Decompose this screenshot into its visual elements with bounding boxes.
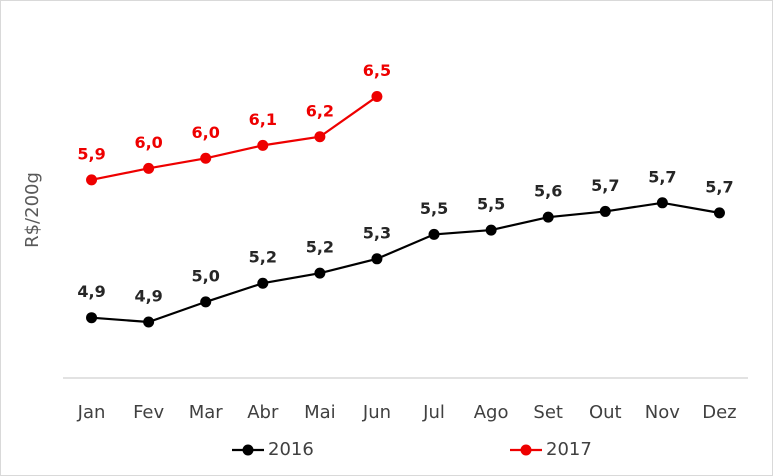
data-label: 6,0 <box>192 123 220 142</box>
legend-marker <box>242 444 254 456</box>
data-label: 5,5 <box>477 195 505 214</box>
data-label: 5,9 <box>77 144 105 163</box>
x-tick-label: Dez <box>702 402 736 423</box>
data-label: 5,2 <box>249 248 277 267</box>
point <box>86 174 98 186</box>
point <box>656 197 668 209</box>
point <box>314 267 326 279</box>
point <box>86 312 98 324</box>
data-label: 5,7 <box>591 176 619 195</box>
data-label: 5,3 <box>363 223 391 242</box>
data-label: 4,9 <box>77 282 105 301</box>
x-tick-label: Jan <box>77 402 106 423</box>
data-label: 5,5 <box>420 199 448 218</box>
point <box>200 152 212 164</box>
point <box>371 253 383 265</box>
point <box>314 131 326 143</box>
data-label: 4,9 <box>134 286 162 305</box>
data-label: 6,1 <box>249 110 277 129</box>
x-tick-label: Nov <box>645 402 680 423</box>
data-label: 6,5 <box>363 61 391 80</box>
point <box>143 162 155 174</box>
x-tick-label: Mar <box>189 402 224 423</box>
x-tick-label: Jul <box>422 402 445 423</box>
x-tick-label: Ago <box>474 402 509 423</box>
legend-marker <box>520 444 532 456</box>
series-line <box>91 201 720 324</box>
series-line <box>91 95 378 181</box>
x-tick-label: Fev <box>133 402 164 423</box>
point <box>599 205 611 217</box>
data-label: 5,7 <box>705 177 733 196</box>
point <box>200 296 212 308</box>
data-label: 5,6 <box>534 182 562 201</box>
data-label: 5,7 <box>648 167 676 186</box>
point <box>428 228 440 240</box>
point <box>542 211 554 223</box>
data-label: 5,2 <box>306 238 334 257</box>
data-label: 6,2 <box>306 101 334 120</box>
x-tick-label: Out <box>589 402 622 423</box>
x-tick-label: Abr <box>247 402 279 423</box>
x-tick-label: Set <box>533 402 563 423</box>
data-label: 6,0 <box>134 133 162 152</box>
point <box>143 316 155 328</box>
point <box>257 277 269 289</box>
point <box>713 207 725 219</box>
x-tick-label: Mai <box>304 402 336 423</box>
legend-label: 2016 <box>268 439 314 460</box>
data-label: 5,0 <box>192 266 220 285</box>
point <box>371 91 383 103</box>
point <box>257 139 269 151</box>
x-tick-label: Jun <box>362 402 391 423</box>
point <box>485 224 497 236</box>
y-axis-label: R$/200g <box>22 172 43 248</box>
legend-label: 2017 <box>546 439 592 460</box>
